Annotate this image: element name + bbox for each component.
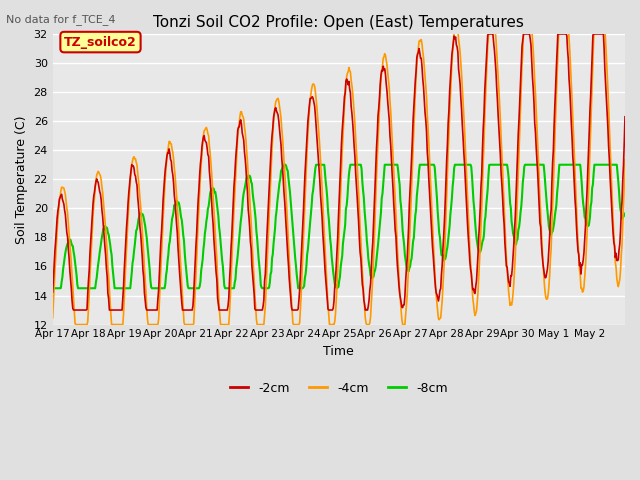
X-axis label: Time: Time bbox=[323, 345, 354, 358]
Y-axis label: Soil Temperature (C): Soil Temperature (C) bbox=[15, 115, 28, 243]
Title: Tonzi Soil CO2 Profile: Open (East) Temperatures: Tonzi Soil CO2 Profile: Open (East) Temp… bbox=[154, 15, 524, 30]
Text: TZ_soilco2: TZ_soilco2 bbox=[64, 36, 137, 48]
Legend: -2cm, -4cm, -8cm: -2cm, -4cm, -8cm bbox=[225, 377, 453, 400]
Text: No data for f_TCE_4: No data for f_TCE_4 bbox=[6, 14, 116, 25]
